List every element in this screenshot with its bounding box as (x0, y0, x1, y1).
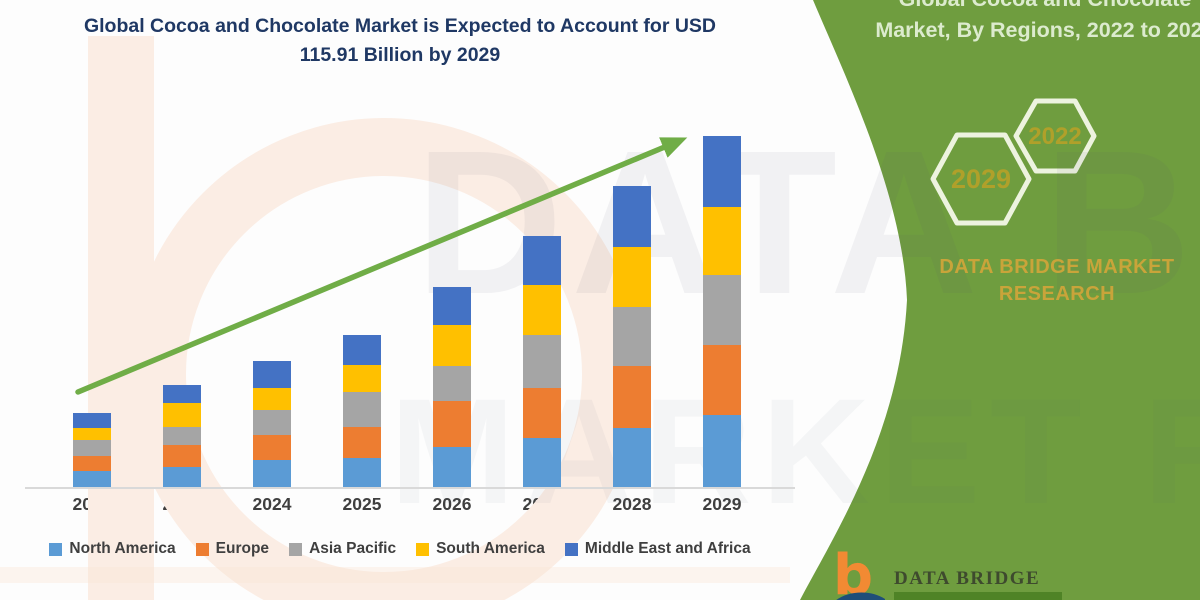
side-panel-title-line2: Market, By Regions, 2022 to 2029 (875, 18, 1200, 42)
bar-segment-europe (613, 366, 651, 428)
bar-segment-middle-east-africa (613, 186, 651, 247)
bar-2024 (253, 361, 291, 487)
bar-segment-asia-pacific (703, 275, 741, 345)
side-panel-title: Global Cocoa and Chocolate Market, By Re… (870, 0, 1200, 46)
legend-swatch-europe (195, 542, 209, 556)
bar-2022 (73, 413, 111, 487)
bar-segment-south-america (613, 247, 651, 307)
bar-2027 (523, 236, 561, 487)
x-axis-line (25, 487, 795, 489)
bar-segment-north-america (73, 471, 111, 487)
brand-text: DATA BRIDGE MARKET RESEARCH (882, 254, 1200, 308)
legend-label-middle-east-africa: Middle East and Africa (584, 540, 751, 557)
bar-segment-north-america (433, 447, 471, 487)
bar-segment-north-america (163, 467, 201, 487)
chart-title-line2: 115.91 Billion by 2029 (299, 44, 501, 66)
legend-label-asia-pacific: Asia Pacific (309, 540, 397, 557)
logo-b-icon: b (833, 543, 874, 600)
chart-title: Global Cocoa and Chocolate Market is Exp… (40, 12, 760, 70)
legend-item-asia-pacific: Asia Pacific (289, 540, 396, 558)
data-bridge-logo: b DATA BRIDGE (830, 548, 1090, 600)
bar-segment-europe (523, 388, 561, 438)
legend-item-north-america: North America (49, 540, 176, 558)
bar-segment-south-america (343, 365, 381, 392)
x-axis-label-2028: 2028 (612, 494, 652, 514)
legend-swatch-middle-east-africa (564, 542, 578, 556)
chart-legend: North America Europe Asia Pacific South Ame… (0, 540, 800, 558)
bar-segment-middle-east-africa (343, 335, 381, 365)
hexagon-2022-outline (1013, 98, 1097, 174)
logo-name-text: DATA BRIDGE (894, 568, 1041, 589)
brand-text-line2: RESEARCH (998, 283, 1116, 305)
legend-item-europe: Europe (195, 540, 270, 558)
hexagon-2029-outline (930, 132, 1032, 226)
bar-segment-europe (433, 401, 471, 447)
bar-2028 (613, 186, 651, 487)
bar-segment-asia-pacific (433, 366, 471, 401)
logo-underline-bar (894, 592, 1062, 600)
side-panel-title-line1: Global Cocoa and Chocolate (870, 0, 1200, 15)
bar-segment-north-america (343, 458, 381, 487)
green-panel-background (800, 0, 1200, 600)
bar-segment-asia-pacific (163, 427, 201, 445)
logo-swoosh-icon (836, 592, 885, 600)
bar-2025 (343, 335, 381, 487)
bar-segment-north-america (523, 438, 561, 487)
x-axis-label-2029: 2029 (702, 494, 742, 514)
bar-segment-south-america (163, 403, 201, 427)
bar-segment-south-america (253, 388, 291, 410)
chart-title-line1: Global Cocoa and Chocolate Market is Exp… (83, 15, 717, 37)
bar-segment-middle-east-africa (253, 361, 291, 388)
bar-segment-middle-east-africa (163, 385, 201, 403)
legend-swatch-north-america (49, 542, 63, 556)
bar-segment-asia-pacific (253, 410, 291, 435)
bar-segment-middle-east-africa (703, 136, 741, 207)
bar-segment-europe (343, 427, 381, 458)
bar-2029 (703, 136, 741, 487)
bar-2023 (163, 385, 201, 487)
hexagon-2022-label: 2022 (1028, 123, 1082, 150)
legend-swatch-south-america (416, 542, 430, 556)
bar-2026 (433, 287, 471, 487)
brand-text-line1: DATA BRIDGE MARKET (939, 256, 1175, 278)
bar-segment-north-america (253, 460, 291, 487)
bar-segment-south-america (73, 428, 111, 440)
bar-segment-middle-east-africa (523, 236, 561, 285)
bar-segment-asia-pacific (613, 307, 651, 366)
legend-label-south-america: South America (436, 540, 545, 557)
bar-segment-europe (253, 435, 291, 460)
legend-label-north-america: North America (69, 540, 176, 557)
bars-layer (73, 136, 741, 487)
legend-label-europe: Europe (215, 540, 270, 557)
hexagon-2029-label: 2029 (950, 164, 1012, 194)
bar-segment-europe (163, 445, 201, 467)
bar-segment-europe (703, 345, 741, 415)
bar-segment-asia-pacific (343, 392, 381, 427)
legend-swatch-asia-pacific (289, 542, 303, 556)
bar-segment-asia-pacific (73, 440, 111, 456)
bar-segment-middle-east-africa (433, 287, 471, 325)
bar-segment-south-america (523, 285, 561, 335)
bar-segment-europe (73, 456, 111, 471)
bar-segment-middle-east-africa (73, 413, 111, 428)
legend-item-south-america: South America (416, 540, 545, 558)
watermark-logo-band (0, 567, 790, 583)
legend-item-middle-east-africa: Middle East and Africa (564, 540, 751, 558)
bar-segment-south-america (703, 207, 741, 275)
bar-segment-south-america (433, 325, 471, 366)
bar-segment-north-america (703, 415, 741, 487)
bar-segment-asia-pacific (523, 335, 561, 388)
bar-segment-north-america (613, 428, 651, 487)
